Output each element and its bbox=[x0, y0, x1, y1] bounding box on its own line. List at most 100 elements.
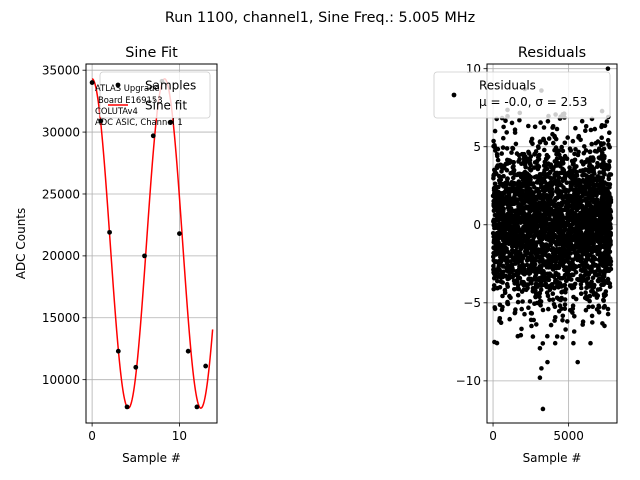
residuals-frame bbox=[486, 63, 618, 424]
residual-point bbox=[597, 190, 602, 195]
residual-point bbox=[571, 205, 576, 211]
residual-point bbox=[515, 235, 520, 241]
residual-point bbox=[522, 311, 527, 317]
residual-point bbox=[509, 120, 515, 126]
residual-point bbox=[496, 232, 502, 237]
residual-point bbox=[505, 176, 510, 181]
residual-point bbox=[505, 269, 511, 274]
residual-point bbox=[591, 217, 597, 222]
residual-point bbox=[515, 299, 521, 305]
residual-point bbox=[528, 251, 533, 257]
residual-point bbox=[592, 171, 597, 176]
residual-point bbox=[521, 153, 527, 159]
residual-point bbox=[583, 128, 588, 133]
residual-point bbox=[559, 229, 564, 234]
residual-point bbox=[549, 273, 555, 279]
residual-point bbox=[511, 272, 517, 278]
residual-point bbox=[596, 305, 602, 310]
residual-point bbox=[543, 219, 549, 225]
residual-point bbox=[511, 235, 517, 240]
sample-point-10 bbox=[177, 231, 182, 236]
residual-point bbox=[592, 271, 598, 277]
residual-point bbox=[552, 172, 557, 177]
residual-point bbox=[546, 136, 552, 141]
residual-point bbox=[552, 232, 557, 238]
residual-point bbox=[551, 258, 557, 264]
residual-point bbox=[515, 333, 521, 339]
residual-point bbox=[505, 276, 511, 282]
residual-point bbox=[564, 220, 570, 226]
residual-point bbox=[527, 299, 533, 304]
residual-point bbox=[583, 215, 588, 220]
residual-point bbox=[522, 214, 527, 219]
residual-point bbox=[536, 235, 542, 240]
residual-point bbox=[594, 178, 600, 183]
residual-point bbox=[528, 310, 534, 316]
residual-point bbox=[491, 286, 497, 292]
residual-point bbox=[599, 135, 604, 140]
residual-outlier-4 bbox=[575, 359, 580, 365]
residual-point bbox=[502, 244, 508, 250]
residual-point bbox=[554, 334, 560, 339]
residual-point bbox=[535, 201, 540, 207]
residual-point bbox=[547, 242, 553, 248]
sine-fit-ticks: 0 10 10000 15000 20000 25000 30000 35000 bbox=[42, 63, 187, 443]
residual-point bbox=[492, 181, 498, 187]
residual-point bbox=[592, 126, 598, 132]
residual-outlier-2 bbox=[539, 366, 544, 371]
residual-point bbox=[526, 234, 531, 239]
residual-point bbox=[530, 242, 535, 247]
residual-point bbox=[495, 278, 500, 284]
residual-point bbox=[572, 250, 578, 256]
residual-point bbox=[548, 322, 554, 328]
residual-point bbox=[526, 220, 531, 226]
sample-point-0 bbox=[89, 80, 95, 85]
sine-fit-title: Sine Fit bbox=[125, 45, 178, 61]
residual-point bbox=[541, 137, 547, 143]
residual-point bbox=[529, 323, 534, 329]
residual-point bbox=[510, 165, 516, 170]
residual-point bbox=[523, 164, 528, 170]
sine-fit-xtick-label-1: 10 bbox=[172, 429, 187, 443]
residual-point bbox=[526, 173, 532, 178]
residual-point bbox=[538, 267, 544, 272]
residual-point bbox=[516, 202, 522, 208]
residual-point bbox=[519, 306, 524, 312]
residual-point bbox=[519, 266, 524, 272]
residual-point bbox=[584, 224, 590, 230]
residual-point bbox=[583, 167, 588, 173]
residuals-ytick-label-2: 0 bbox=[473, 218, 481, 232]
residual-point bbox=[512, 193, 517, 198]
residual-point bbox=[535, 225, 540, 231]
residual-point bbox=[494, 152, 500, 157]
residual-point bbox=[583, 290, 588, 295]
residual-point bbox=[554, 126, 560, 132]
residual-point bbox=[579, 248, 584, 254]
residual-point bbox=[529, 264, 535, 270]
residual-point bbox=[527, 198, 532, 204]
residual-point bbox=[557, 303, 563, 309]
residual-point bbox=[497, 302, 503, 308]
residual-point bbox=[521, 159, 527, 164]
residual-point bbox=[553, 145, 559, 150]
residual-outlier-1 bbox=[537, 375, 543, 381]
residual-point bbox=[582, 272, 588, 278]
residual-point bbox=[557, 152, 562, 158]
residual-point bbox=[541, 233, 547, 238]
residual-point bbox=[566, 215, 571, 221]
residual-point bbox=[602, 180, 607, 185]
residual-point bbox=[527, 166, 532, 171]
residual-point bbox=[569, 226, 574, 232]
residual-point bbox=[530, 181, 536, 186]
residual-point bbox=[596, 223, 601, 228]
residual-point bbox=[501, 135, 506, 141]
residual-point bbox=[491, 263, 496, 269]
residual-point bbox=[492, 306, 498, 312]
residual-point bbox=[540, 214, 546, 220]
residual-point bbox=[528, 246, 534, 251]
residual-point bbox=[554, 182, 560, 188]
residual-point bbox=[503, 196, 509, 201]
annotation-line-2: COLUTAv4 bbox=[95, 106, 138, 116]
residual-point bbox=[540, 341, 546, 346]
